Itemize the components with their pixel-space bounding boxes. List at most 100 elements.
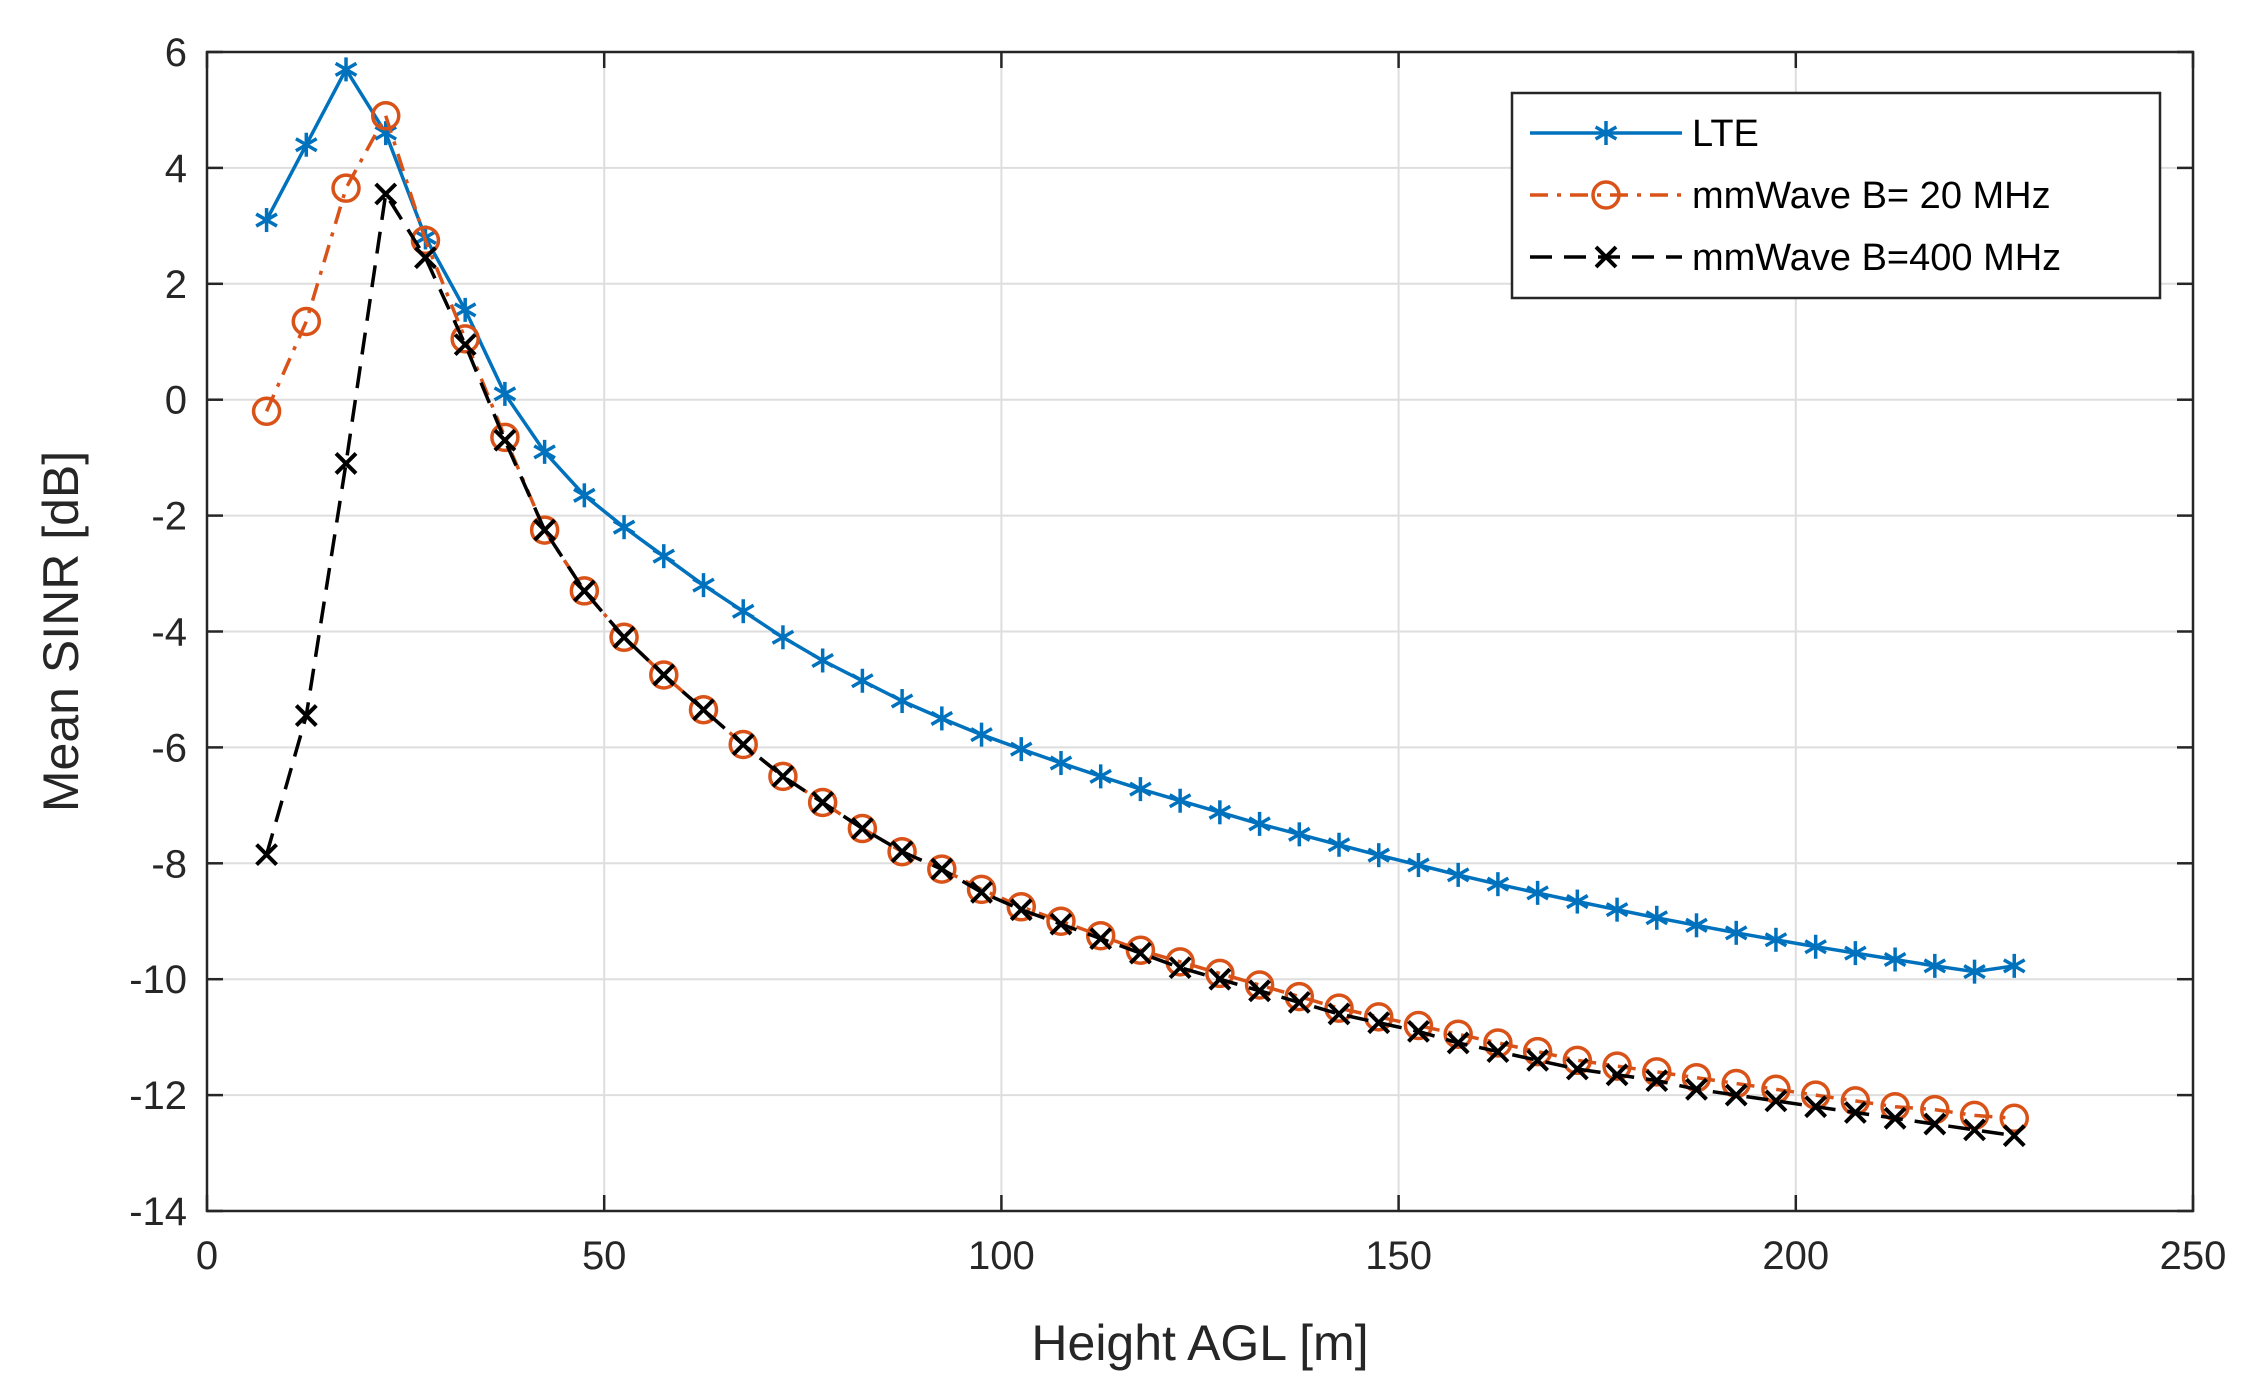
series-0 (255, 57, 2026, 984)
data-point (1804, 934, 1827, 959)
y-tick-label: 4 (165, 147, 187, 191)
data-point (850, 817, 874, 840)
marker-shape (450, 324, 480, 354)
marker-shape (1403, 1010, 1434, 1041)
data-point (970, 722, 993, 747)
data-point (1009, 737, 1033, 762)
data-point (652, 663, 676, 687)
data-point (251, 396, 282, 427)
marker-shape (1363, 1002, 1394, 1032)
marker-stroke (1883, 1106, 1907, 1130)
marker-shape (1642, 1057, 1672, 1087)
marker-stroke (1486, 876, 1510, 892)
marker-shape (1443, 1019, 1473, 1050)
marker-stroke (1843, 1101, 1867, 1124)
series-line (264, 192, 2015, 1138)
marker-stroke (1009, 741, 1033, 757)
marker-stroke (1089, 927, 1113, 951)
marker-stroke (1923, 958, 1947, 974)
data-point (374, 121, 398, 146)
y-tick-label: -8 (151, 842, 187, 886)
marker-stroke (1605, 1063, 1629, 1087)
data-point (1284, 981, 1315, 1012)
data-point (652, 544, 676, 569)
data-point (370, 100, 401, 131)
data-point (731, 599, 755, 624)
marker-stroke (1248, 979, 1271, 1003)
marker-shape (1046, 906, 1076, 936)
data-point (1407, 853, 1430, 878)
marker-stroke (533, 518, 557, 542)
marker-shape (1999, 1103, 2030, 1134)
data-point (1645, 1069, 1669, 1093)
marker-stroke (1168, 956, 1192, 980)
marker-shape (1284, 981, 1315, 1012)
data-point (493, 428, 517, 452)
data-point (1244, 970, 1275, 1000)
marker-stroke (1565, 1057, 1589, 1081)
marker-stroke (811, 791, 835, 814)
data-point (1724, 920, 1748, 945)
data-point (453, 297, 477, 322)
data-point (692, 573, 715, 598)
marker-shape (490, 422, 520, 453)
x-axis-label: Height AGL [m] (1031, 1315, 1368, 1371)
marker-shape (887, 836, 917, 867)
y-tick-label: -14 (129, 1190, 187, 1234)
data-point (1324, 993, 1354, 1023)
data-point (930, 857, 954, 881)
marker-stroke (1963, 1118, 1986, 1142)
marker-stroke (1327, 837, 1351, 853)
data-point (2002, 1124, 2026, 1148)
data-point (927, 854, 957, 884)
data-point (573, 483, 596, 508)
marker-stroke (573, 487, 596, 503)
marker-shape (966, 874, 997, 905)
data-point (612, 625, 636, 649)
marker-stroke (612, 519, 636, 535)
grid-lines (206, 51, 2194, 1212)
marker-stroke (1594, 125, 1618, 141)
marker-stroke (692, 698, 715, 722)
data-point (1205, 958, 1235, 989)
data-point (1125, 935, 1156, 965)
legend: LTE mmWave B= 20 MHz mmWave B=400 MHz (1510, 91, 2162, 300)
data-point (1764, 1089, 1788, 1113)
marker-stroke (334, 61, 358, 77)
data-point (1208, 967, 1232, 991)
data-point (1522, 1036, 1553, 1067)
marker-stroke (1724, 1083, 1748, 1107)
marker-shape (1205, 958, 1235, 989)
marker-stroke (970, 727, 993, 743)
y-tick-label: -2 (151, 495, 187, 539)
data-point (1642, 1057, 1672, 1087)
data-point (970, 880, 993, 904)
marker-stroke (1367, 847, 1391, 863)
marker-shape (569, 576, 600, 606)
marker-stroke (930, 710, 954, 726)
data-point (1129, 777, 1152, 802)
marker-shape (251, 396, 282, 427)
data-point (930, 706, 954, 731)
marker-shape (410, 225, 441, 256)
data-point (414, 246, 437, 270)
data-point (1999, 1103, 2030, 1134)
marker-stroke (1594, 245, 1618, 269)
marker-shape (291, 306, 322, 337)
data-point (1883, 1106, 1907, 1130)
marker-stroke (692, 577, 715, 593)
marker-stroke (255, 212, 278, 228)
marker-stroke (771, 629, 795, 645)
data-point (807, 787, 838, 818)
data-point (1443, 1019, 1473, 1050)
marker-stroke (1049, 755, 1073, 771)
data-point (771, 764, 795, 788)
data-point (811, 791, 835, 814)
data-point (771, 625, 795, 650)
data-point (890, 689, 914, 714)
marker-stroke (1566, 894, 1589, 910)
marker-stroke (930, 857, 954, 881)
marker-stroke (1327, 1002, 1351, 1026)
marker-stroke (1208, 967, 1232, 991)
marker-shape (529, 515, 560, 545)
